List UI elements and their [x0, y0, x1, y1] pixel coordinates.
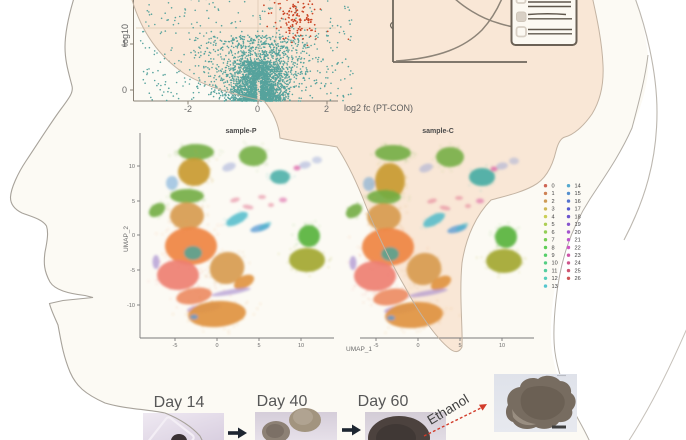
svg-text:0: 0	[122, 85, 127, 95]
svg-text:17: 17	[575, 207, 581, 213]
svg-text:0: 0	[416, 343, 419, 349]
svg-text:Day 14: Day 14	[154, 394, 205, 411]
svg-text:13: 13	[552, 284, 558, 290]
svg-text:10: 10	[499, 343, 505, 349]
svg-text:3: 3	[552, 207, 555, 213]
svg-text:5: 5	[552, 222, 555, 228]
svg-text:2: 2	[552, 199, 555, 205]
svg-text:sample-C: sample-C	[422, 128, 454, 135]
svg-text:24: 24	[575, 261, 581, 267]
svg-text:11: 11	[552, 268, 558, 274]
svg-text:26: 26	[575, 276, 581, 282]
svg-text:10: 10	[129, 164, 135, 170]
svg-text:5: 5	[458, 343, 461, 349]
svg-text:sample-P: sample-P	[225, 128, 256, 135]
svg-text:9: 9	[552, 253, 555, 259]
svg-text:16: 16	[575, 199, 581, 205]
svg-text:1: 1	[122, 39, 127, 49]
svg-text:19: 19	[575, 222, 581, 228]
svg-text:-10: -10	[127, 303, 135, 309]
svg-text:0: 0	[552, 184, 555, 190]
svg-text:1: 1	[552, 191, 555, 197]
svg-text:UMAP_2: UMAP_2	[123, 226, 130, 252]
svg-text:10: 10	[298, 343, 304, 349]
svg-text:7: 7	[552, 238, 555, 244]
svg-text:5: 5	[257, 343, 260, 349]
svg-text:21: 21	[575, 238, 581, 244]
svg-text:0: 0	[255, 104, 260, 114]
svg-text:10: 10	[552, 261, 558, 267]
svg-text:2: 2	[324, 104, 329, 114]
svg-text:log2 fc (PT-CON): log2 fc (PT-CON)	[344, 103, 413, 113]
svg-text:23: 23	[575, 253, 581, 259]
svg-text:4: 4	[552, 214, 555, 220]
svg-text:15: 15	[575, 191, 581, 197]
svg-text:-5: -5	[173, 343, 178, 349]
svg-text:Day 60: Day 60	[358, 393, 409, 410]
svg-text:-2: -2	[184, 104, 192, 114]
svg-text:12: 12	[552, 276, 558, 282]
svg-text:18: 18	[575, 214, 581, 220]
svg-text:22: 22	[575, 245, 581, 251]
svg-text:20: 20	[575, 230, 581, 236]
svg-text:0: 0	[132, 233, 135, 239]
svg-text:8: 8	[552, 245, 555, 251]
svg-text:5: 5	[132, 199, 135, 205]
svg-text:-5: -5	[130, 268, 135, 274]
svg-text:Day 40: Day 40	[257, 393, 308, 410]
svg-text:-5: -5	[374, 343, 379, 349]
svg-text:25: 25	[575, 268, 581, 274]
svg-text:log10: log10	[120, 24, 130, 46]
svg-text:6: 6	[552, 230, 555, 236]
svg-text:UMAP_1: UMAP_1	[346, 346, 372, 353]
svg-text:0: 0	[215, 343, 218, 349]
svg-text:14: 14	[575, 184, 581, 190]
